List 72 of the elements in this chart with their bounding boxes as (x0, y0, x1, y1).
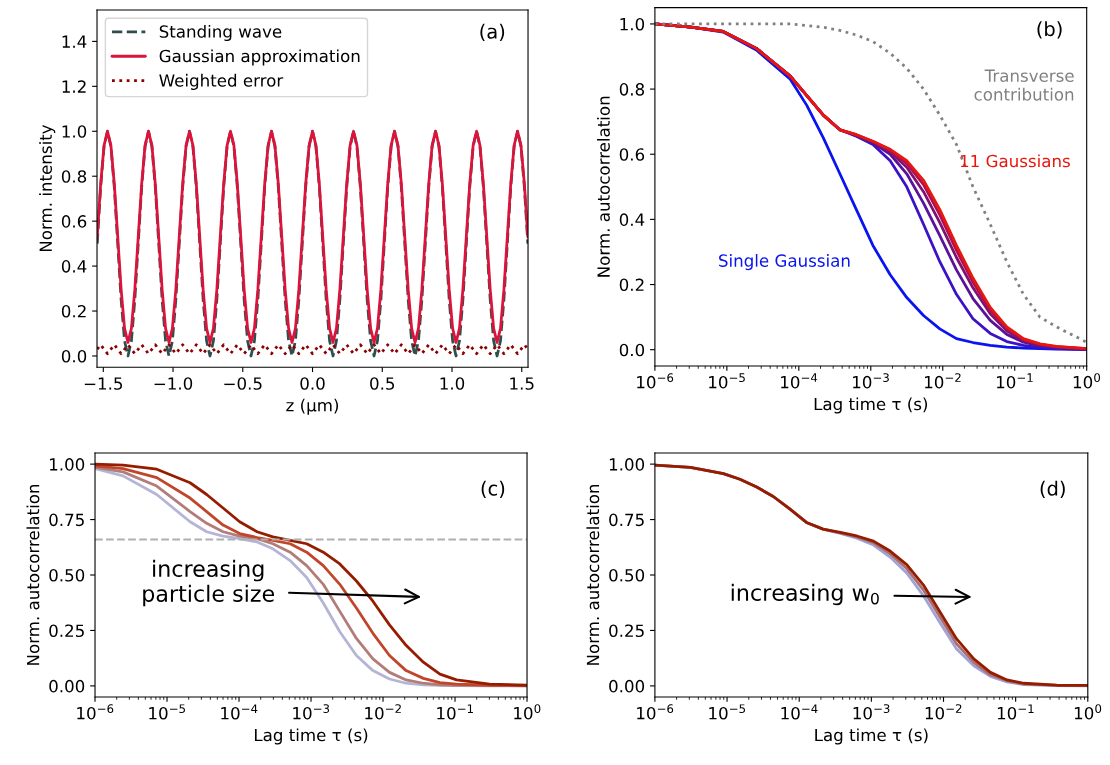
x-tick-label: 10$^{−2}$ (925, 704, 962, 720)
x-tick-label: 10$^{−5}$ (149, 704, 185, 720)
annotation: (b) (1037, 21, 1062, 39)
x-axis-title: Lag time τ (s) (814, 397, 928, 414)
y-tick-label: 0.0 (61, 349, 87, 363)
y-tick-label: 0.6 (619, 148, 645, 161)
x-tick-label: 10$^{−6}$ (637, 704, 674, 720)
x-axis-title: Lag time τ (s) (254, 728, 368, 745)
annotation: (c) (481, 480, 505, 499)
x-tick-label: 10$^{−1}$ (997, 704, 1034, 720)
y-axis-title: Norm. autocorrelation (586, 484, 600, 665)
x-tick-label: 10$^{−4}$ (781, 373, 818, 389)
text: 11 Gaussians (960, 154, 1070, 168)
y-tick-label: 0.75 (49, 513, 84, 527)
legend-label: Standing wave (159, 24, 282, 42)
x-axis-title: z (µm) (286, 398, 339, 415)
y-tick-label: 1.00 (609, 458, 645, 471)
x-tick-label: 10$^{−3}$ (853, 704, 890, 720)
y-tick-label: 0.6 (61, 215, 87, 228)
x-tick-label: 1.5 (510, 377, 534, 390)
y-tick-label: 0.00 (609, 679, 645, 693)
y-tick-label: 0.50 (49, 568, 85, 582)
y-tick-label: 0.25 (49, 624, 84, 638)
x-tick-label: 10$^{0}$ (514, 704, 541, 720)
annotation: increasing particle size (143, 559, 274, 607)
x-tick-label: 10$^{−3}$ (293, 704, 330, 720)
y-tick-label: 0.4 (61, 260, 87, 273)
x-tick-label: 10$^{−1}$ (437, 704, 473, 720)
y-tick-label: 1.4 (62, 35, 87, 48)
x-tick-label: 10$^{−2}$ (925, 373, 961, 389)
y-tick-label: 0.8 (61, 170, 87, 183)
x-tick-label: −0.5 (224, 377, 262, 390)
y-tick-label: 0.50 (609, 568, 645, 582)
x-tick-label: 0.0 (300, 377, 325, 390)
y-tick-label: 0.4 (619, 213, 645, 226)
x-tick-label: 10$^{−1}$ (996, 373, 1033, 389)
legend-label: Gaussian approximation (159, 49, 360, 66)
x-tick-label: 10$^{0}$ (1073, 373, 1101, 389)
x-tick-label: 0.5 (370, 377, 395, 390)
annotation: increasing w$_{0}$ (731, 583, 879, 606)
y-tick-label: 0.8 (619, 83, 645, 96)
x-tick-label: 10$^{0}$ (1074, 704, 1102, 720)
x-tick-label: 1.0 (440, 377, 465, 390)
x-tick-label: 10$^{−4}$ (221, 704, 258, 720)
y-tick-label: 1.2 (62, 80, 86, 93)
x-tick-label: 10$^{−4}$ (781, 704, 818, 720)
x-tick-label: 10$^{−6}$ (77, 704, 114, 720)
x-tick-label: −1.0 (154, 377, 193, 390)
x-tick-label: 10$^{−3}$ (853, 373, 889, 389)
x-tick-label: 10$^{−5}$ (709, 373, 745, 389)
text: Transverse contribution (974, 69, 1074, 101)
y-tick-label: 1.00 (50, 458, 85, 471)
y-axis-title: Norm. intensity (39, 124, 56, 252)
y-tick-label: 1.0 (62, 125, 87, 138)
y-tick-label: 0.0 (619, 343, 645, 357)
y-tick-label: 0.2 (61, 304, 86, 318)
y-tick-label: 0.2 (619, 278, 644, 292)
y-tick-label: 0.25 (609, 624, 644, 638)
annotation: (a) (480, 23, 505, 42)
y-tick-label: 0.75 (609, 513, 644, 527)
legend-label: Weighted error (159, 73, 284, 90)
x-tick-label: 10$^{−5}$ (709, 704, 746, 720)
x-axis-title: Lag time τ (s) (815, 728, 928, 745)
x-tick-label: 10$^{−6}$ (637, 373, 674, 389)
x-tick-label: −1.5 (84, 377, 123, 390)
series-label: Single Gaussian (719, 254, 850, 271)
y-axis-title: Norm. autocorrelation (26, 484, 40, 665)
y-tick-label: 1.0 (620, 17, 645, 31)
x-tick-label: 10$^{−2}$ (365, 704, 401, 720)
annotation: (d) (1040, 480, 1065, 499)
y-axis-title: Norm. autocorrelation (596, 96, 610, 277)
y-tick-label: 0.00 (49, 679, 85, 693)
